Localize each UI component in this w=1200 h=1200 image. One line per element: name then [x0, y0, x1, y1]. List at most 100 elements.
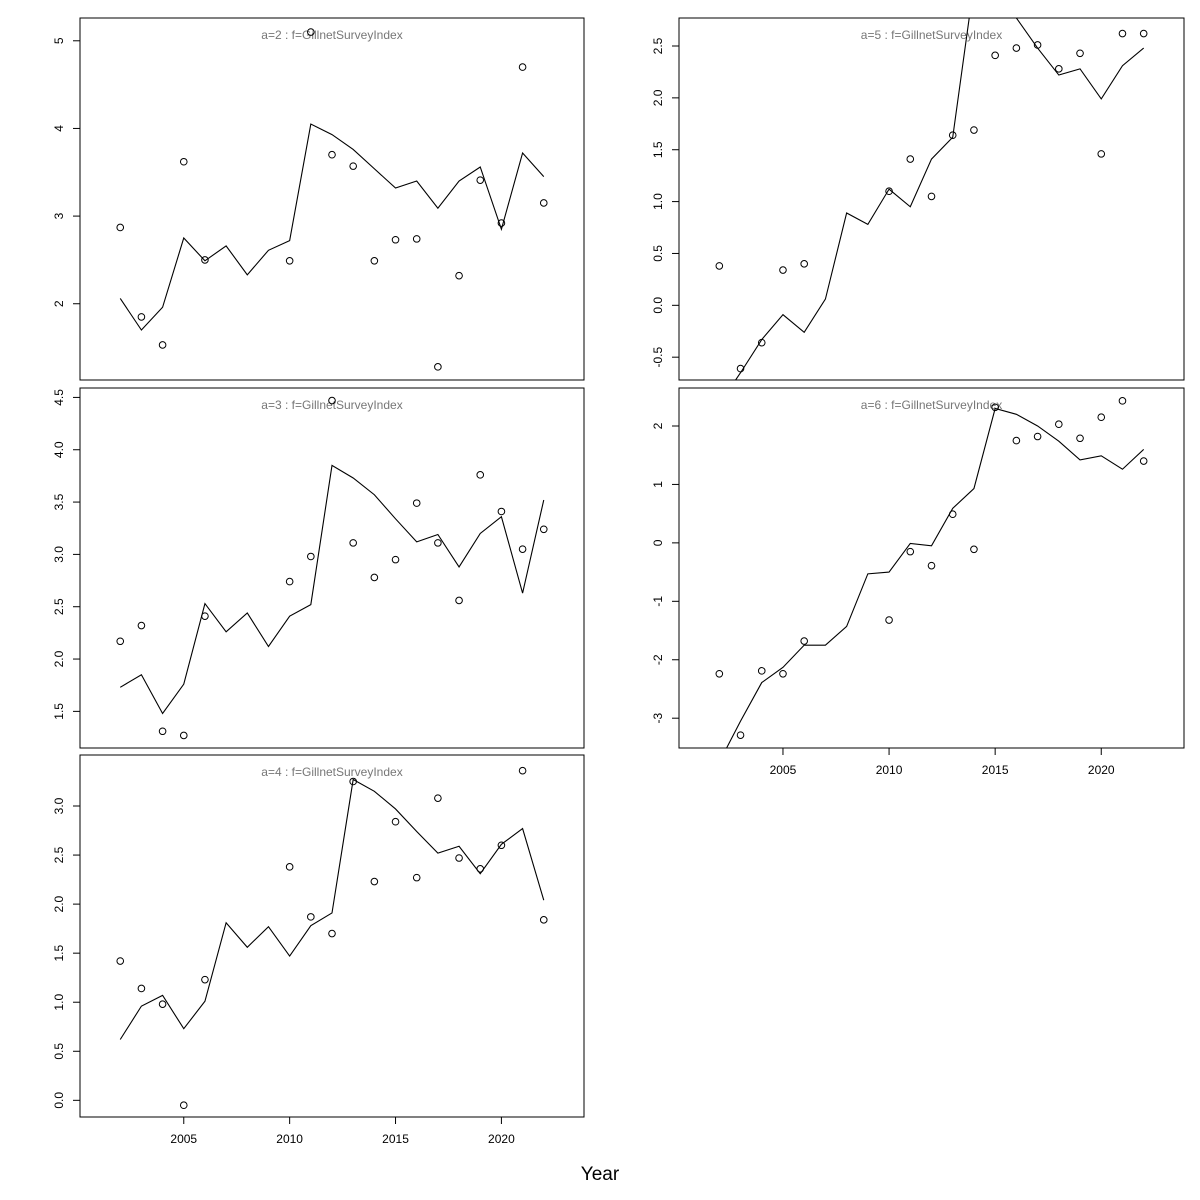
data-point	[285, 577, 294, 586]
data-point	[158, 727, 167, 736]
y-tick-label: 4.0	[52, 441, 66, 458]
y-tick-label: 4	[52, 125, 66, 132]
y-tick-label: 3.0	[52, 546, 66, 563]
data-point	[1076, 49, 1084, 58]
data-point	[1139, 29, 1148, 38]
plot-frame	[678, 387, 1185, 749]
data-point	[1076, 434, 1084, 443]
y-tick-label: 0	[651, 539, 665, 546]
data-point	[476, 176, 485, 184]
data-point	[1055, 65, 1063, 73]
data-point	[1055, 420, 1063, 429]
y-tick-label: 1.5	[52, 703, 66, 720]
panel: a=5 : f=GillnetSurveyIndex -0.5 0.0 0.5 1.0 1…	[651, 17, 1185, 381]
data-point	[137, 621, 146, 630]
data-point	[800, 260, 808, 268]
y-tick-label: 5	[52, 37, 66, 44]
data-point	[779, 669, 787, 678]
data-point	[137, 313, 146, 321]
data-point	[539, 199, 548, 207]
y-tick-label: 0.0	[651, 297, 665, 314]
y-tick-label: 3.5	[52, 493, 66, 510]
y-tick-label: -0.5	[651, 347, 665, 368]
data-point	[518, 545, 527, 553]
data-point	[715, 669, 724, 678]
x-tick-label: 2010	[276, 1132, 303, 1146]
data-point	[1097, 150, 1106, 158]
panel: a=6 : f=GillnetSurveyIndex -3 -2 -1 0 1 2 2005 2…	[651, 387, 1185, 777]
x-axis-label: Year	[581, 1164, 620, 1185]
plot-frame	[79, 754, 585, 1118]
data-point	[518, 766, 527, 775]
y-tick-label: 2.5	[651, 37, 665, 54]
data-point	[885, 616, 893, 624]
y-tick-label: 3	[52, 212, 66, 219]
data-point	[370, 573, 379, 582]
x-tick-label: 2020	[488, 1132, 515, 1146]
fitted-line	[119, 123, 545, 331]
data-point	[201, 975, 209, 984]
fitted-line	[734, 18, 1145, 380]
x-tick-label: 2010	[876, 763, 903, 777]
data-point	[307, 552, 315, 561]
data-point	[412, 499, 421, 507]
data-point	[455, 596, 463, 605]
data-point	[116, 637, 125, 646]
data-point	[497, 507, 506, 516]
data-point	[116, 957, 125, 965]
fitted-line	[119, 778, 545, 1040]
y-tick-label: 2.5	[52, 598, 66, 615]
data-point	[116, 223, 125, 232]
y-tick-label: 1.0	[52, 994, 66, 1011]
data-point	[1118, 29, 1127, 38]
data-point	[349, 539, 357, 547]
data-point	[391, 817, 400, 826]
data-point	[539, 916, 548, 924]
data-point	[455, 271, 463, 280]
y-tick-label: 1	[651, 481, 665, 488]
data-point	[307, 28, 315, 36]
data-point	[1097, 413, 1106, 422]
data-point	[906, 155, 915, 163]
y-tick-label: 4.5	[52, 389, 66, 406]
panel-title: a=6 : f=GillnetSurveyIndex	[861, 398, 1002, 412]
data-point	[927, 561, 936, 570]
y-tick-label: -3	[651, 713, 665, 724]
data-point	[158, 1000, 167, 1008]
data-point	[970, 126, 978, 134]
y-tick-label: 3.0	[52, 797, 66, 814]
data-point	[991, 51, 999, 60]
data-point	[412, 235, 421, 243]
data-point	[476, 471, 485, 479]
data-point	[970, 545, 978, 554]
fitted-line	[119, 464, 545, 715]
data-point	[779, 266, 787, 274]
data-point	[328, 150, 336, 159]
panel-title: a=3 : f=GillnetSurveyIndex	[261, 398, 402, 412]
x-tick-label: 2020	[1088, 763, 1115, 777]
plot-frame	[678, 17, 1185, 381]
data-point	[906, 547, 915, 556]
data-point	[328, 929, 336, 938]
data-point	[715, 262, 724, 270]
data-point	[349, 162, 357, 170]
data-point	[800, 637, 808, 645]
data-point	[1012, 44, 1021, 52]
data-point	[307, 913, 315, 921]
data-point	[412, 873, 421, 882]
y-tick-label: 0.5	[651, 245, 665, 262]
data-point	[391, 235, 400, 244]
plot-frame	[79, 17, 585, 381]
data-point	[927, 192, 936, 201]
data-point	[497, 841, 506, 850]
y-tick-label: 1.5	[651, 141, 665, 158]
panel-title: a=5 : f=GillnetSurveyIndex	[861, 28, 1002, 42]
data-point	[455, 854, 463, 862]
data-point	[285, 863, 294, 871]
x-tick-label: 2015	[982, 763, 1009, 777]
data-point	[757, 667, 766, 675]
data-point	[518, 63, 527, 71]
